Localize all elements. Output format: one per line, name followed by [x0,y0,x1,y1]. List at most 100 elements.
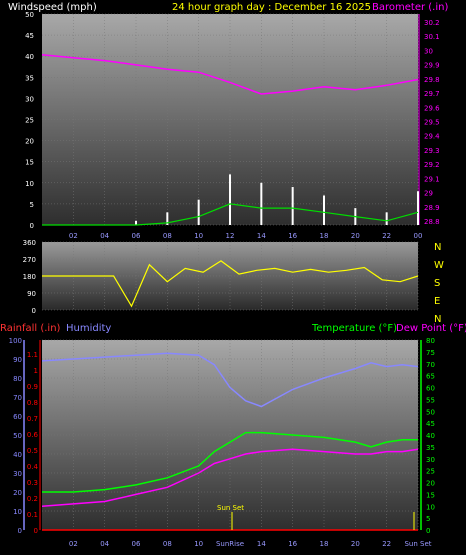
barometer-tick: 28.8 [424,218,440,226]
x-tick-label: 20 [351,232,360,240]
barometer-tick: 29.2 [424,161,440,169]
rainfall-tick: 0.7 [27,415,38,423]
x-tick-label: Sun Set [404,540,431,548]
temperature-tick: 60 [426,385,435,393]
barometer-tick: 29.5 [424,119,440,127]
x-tick-label: 18 [320,232,329,240]
barometer-tick: 29.7 [424,90,440,98]
humidity-axis-label: Humidity [66,323,111,334]
x-tick-label: 00 [414,232,423,240]
x-tick-label: 08 [163,232,172,240]
barometer-axis-label: Barometer (.in) [372,2,448,13]
temperature-tick: 55 [426,396,435,404]
barometer-tick: 29 [424,190,433,198]
temperature-tick: 10 [426,503,435,511]
temperature-tick: 40 [426,432,435,440]
temperature-tick: 70 [426,361,435,369]
humidity-tick: 60 [13,413,22,421]
rainfall-tick: 0.3 [27,479,38,487]
direction-line [42,260,419,308]
rainfall-tick: 0.2 [27,495,38,503]
x-tick-label: 14 [257,540,266,548]
windspeed-tick: 15 [25,159,34,167]
compass-n-top: N [434,242,441,253]
direction-tick: 90 [27,290,36,298]
temperature-tick: 20 [426,480,435,488]
temperature-tick: 5 [426,515,430,523]
barometer-tick: 28.9 [424,204,440,212]
humidity-tick: 80 [13,375,22,383]
temperature-tick: 30 [426,456,435,464]
compass-w: W [434,260,444,271]
temperature-tick: 65 [426,373,435,381]
windspeed-tick: 10 [25,180,34,188]
barometer-tick: 29.3 [424,147,440,155]
windspeed-tick: 20 [25,138,34,146]
barometer-tick: 29.6 [424,104,440,112]
barometer-tick: 30.2 [424,19,440,27]
rainfall-tick: 0.5 [27,447,38,455]
x-tick-label: 06 [132,540,141,548]
compass-e: E [434,296,440,307]
x-tick-label: 22 [382,540,391,548]
windspeed-tick: 40 [25,53,34,61]
temperature-tick: 15 [426,491,435,499]
sunset-label: Sun Set [217,504,244,512]
windspeed-tick: 35 [25,74,34,82]
rainfall-tick: 0.4 [27,463,39,471]
x-tick-label: 04 [100,232,109,240]
compass-s: S [434,278,440,289]
x-tick-label: 10 [194,540,203,548]
x-tick-label: 16 [288,232,297,240]
windspeed-axis-label: Windspeed (mph) [8,2,97,13]
barometer-tick: 30 [424,47,433,55]
temperature-tick: 80 [426,337,435,345]
humidity-line [41,352,419,408]
x-tick-label: 04 [100,540,109,548]
x-tick-label: 10 [194,232,203,240]
dewpoint-line [41,448,419,508]
x-tick-label: 02 [69,540,78,548]
x-tick-label: 16 [288,540,297,548]
barometer-tick: 29.4 [424,133,440,141]
direction-tick: 0 [32,307,36,315]
compass-n-bottom: N [434,314,441,325]
barometer-tick: 29.1 [424,175,440,183]
rainfall-tick: 0.8 [27,399,38,407]
barometer-tick: 30.1 [424,33,440,41]
rainfall-tick: 0.1 [27,511,38,519]
temperature-tick: 75 [426,349,435,357]
humidity-tick: 100 [9,337,22,345]
x-tick-label: 18 [320,540,329,548]
x-tick-label: 02 [69,232,78,240]
x-tick-label: 12 [226,232,235,240]
rainfall-tick: 1 [34,367,38,375]
x-tick-label: SunRise [216,540,244,548]
humidity-tick: 70 [13,394,22,402]
chart-title: 24 hour graph day : December 16 2025 [172,2,371,13]
humidity-tick: 50 [13,432,22,440]
windspeed-tick: 50 [25,11,34,19]
x-tick-label: 22 [382,232,391,240]
x-tick-label: 14 [257,232,266,240]
windspeed-tick: 45 [25,32,34,40]
barometer-line [41,53,419,95]
barometer-tick: 29.8 [424,76,440,84]
direction-tick: 270 [23,256,36,264]
direction-tick: 180 [23,273,36,281]
x-tick-label: 08 [163,540,172,548]
temperature-axis-label: Temperature (°F) [311,323,397,334]
barometer-tick: 29.9 [424,62,440,70]
humidity-tick: 20 [13,489,22,497]
x-tick-label: 20 [351,540,360,548]
temperature-tick: 0 [426,527,430,535]
dewpoint-axis-label: Dew Point (°F) [396,323,466,334]
humidity-tick: 10 [13,508,22,516]
temperature-tick: 35 [426,444,435,452]
rainfall-tick: 0.9 [27,383,38,391]
humidity-tick: 40 [13,451,22,459]
humidity-tick: 90 [13,356,22,364]
rainfall-tick: 1.1 [27,351,38,359]
windspeed-tick: 5 [30,201,34,209]
